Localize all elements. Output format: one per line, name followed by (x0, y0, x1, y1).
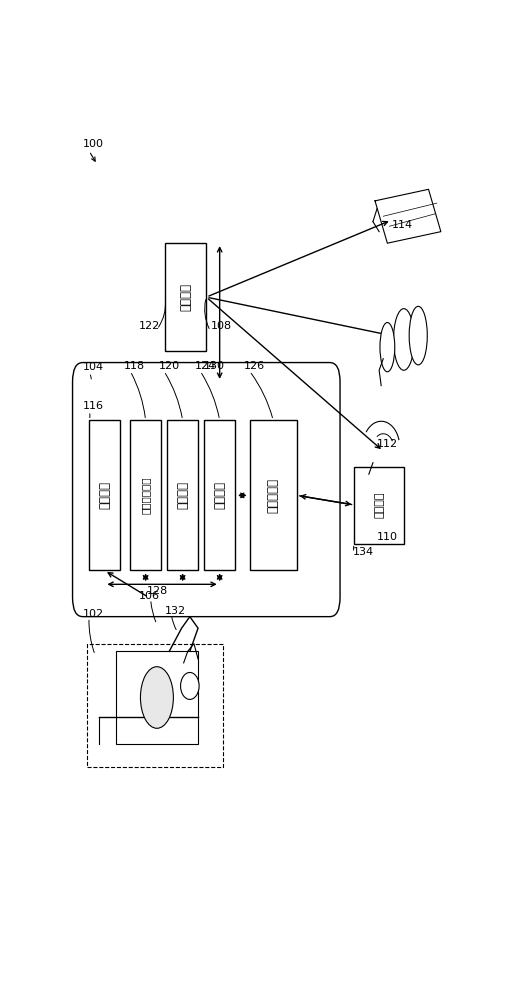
Ellipse shape (181, 672, 199, 699)
Bar (165, 243, 206, 351)
Text: 110: 110 (377, 532, 398, 542)
Text: 132: 132 (165, 606, 186, 616)
Bar (167, 420, 198, 570)
Text: 128: 128 (147, 586, 168, 596)
Text: 102: 102 (83, 609, 104, 619)
Ellipse shape (380, 323, 395, 372)
Text: 108: 108 (211, 321, 233, 331)
Text: 118: 118 (124, 361, 145, 371)
Bar (355, 466, 404, 544)
Ellipse shape (409, 306, 427, 365)
Bar (89, 420, 120, 570)
Text: 114: 114 (391, 220, 413, 230)
Text: 124: 124 (195, 361, 216, 371)
Text: 控制单元: 控制单元 (213, 481, 226, 509)
Bar (204, 420, 235, 570)
Bar (250, 420, 297, 570)
Text: 122: 122 (139, 321, 160, 331)
Text: 120: 120 (159, 361, 179, 371)
Text: 100: 100 (83, 139, 104, 149)
Text: 学习单元: 学习单元 (98, 481, 111, 509)
Text: 分段单元: 分段单元 (176, 481, 189, 509)
Text: 治疗单元: 治疗单元 (179, 283, 192, 311)
Text: 112: 112 (377, 439, 398, 449)
Text: 116: 116 (83, 401, 104, 411)
Text: 显示单元: 显示单元 (374, 492, 384, 518)
FancyBboxPatch shape (116, 651, 198, 744)
Ellipse shape (140, 667, 173, 728)
Text: 存储器单元: 存储器单元 (267, 478, 280, 513)
FancyBboxPatch shape (73, 363, 340, 617)
Text: 104: 104 (83, 362, 104, 372)
Text: 134: 134 (353, 547, 373, 557)
Text: 图谱选择单元: 图谱选择单元 (141, 477, 151, 514)
Bar (130, 420, 161, 570)
Text: 126: 126 (243, 361, 264, 371)
Text: 106: 106 (139, 591, 159, 601)
Text: 130: 130 (204, 361, 225, 371)
Ellipse shape (393, 309, 414, 370)
